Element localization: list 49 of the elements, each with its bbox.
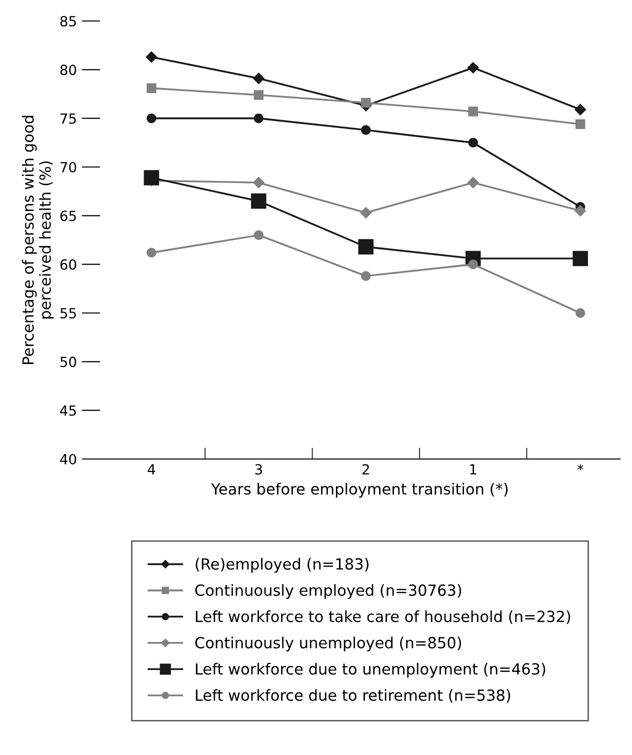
point bbox=[468, 106, 478, 116]
point bbox=[254, 113, 264, 124]
legend-label: Continuously employed (n=30763) bbox=[195, 584, 462, 599]
point bbox=[361, 98, 371, 108]
point bbox=[574, 205, 586, 216]
y-tick-label: 70 bbox=[60, 162, 76, 172]
y-tick-label: 45 bbox=[60, 405, 76, 416]
point bbox=[572, 250, 588, 266]
x-tick-label: 2 bbox=[362, 464, 369, 474]
legend-label: Continuously unemployed (n=850) bbox=[195, 636, 462, 652]
point bbox=[146, 83, 156, 94]
point bbox=[468, 62, 479, 74]
legend-label: Left workforce due to retirement (n=538) bbox=[196, 689, 510, 703]
y-tick-label: 55 bbox=[60, 308, 76, 318]
y-tick-label: 40 bbox=[60, 454, 76, 464]
x-tick-label: 1 bbox=[470, 464, 476, 474]
point bbox=[254, 90, 264, 100]
y-tick-label: 60 bbox=[60, 259, 76, 270]
point bbox=[253, 176, 264, 188]
point bbox=[468, 138, 478, 148]
legend-label: Left workforce to take care of household (n=232) bbox=[196, 610, 570, 624]
y-tick-label: 50 bbox=[60, 356, 76, 368]
point bbox=[360, 207, 372, 218]
y-tick-label: 80 bbox=[60, 64, 76, 76]
point bbox=[574, 104, 586, 116]
point bbox=[146, 51, 158, 63]
point bbox=[575, 308, 586, 318]
x-tick-label: * bbox=[577, 464, 584, 470]
point bbox=[144, 170, 160, 186]
point bbox=[468, 176, 479, 188]
point bbox=[146, 113, 156, 124]
point bbox=[361, 125, 371, 135]
point bbox=[146, 248, 156, 258]
point bbox=[361, 271, 371, 281]
legend-label: (Re)employed (n=183) bbox=[196, 558, 368, 573]
point bbox=[358, 239, 374, 254]
point bbox=[575, 119, 586, 130]
legend-label: Left workforce due to unemployment (n=463) bbox=[196, 662, 546, 678]
x-axis-title: Years before employment transition (*) bbox=[211, 482, 508, 498]
point bbox=[254, 230, 264, 240]
point bbox=[468, 259, 478, 270]
y-tick-label: 65 bbox=[60, 210, 76, 222]
y-tick-label: 85 bbox=[60, 16, 76, 26]
x-tick-label: 3 bbox=[255, 464, 262, 475]
point bbox=[253, 72, 264, 84]
x-tick-label: 4 bbox=[148, 464, 156, 474]
y-axis-title: Percentage of persons with good perceived health (%) bbox=[22, 116, 54, 364]
point bbox=[251, 193, 266, 209]
y-tick-label: 75 bbox=[60, 113, 76, 124]
